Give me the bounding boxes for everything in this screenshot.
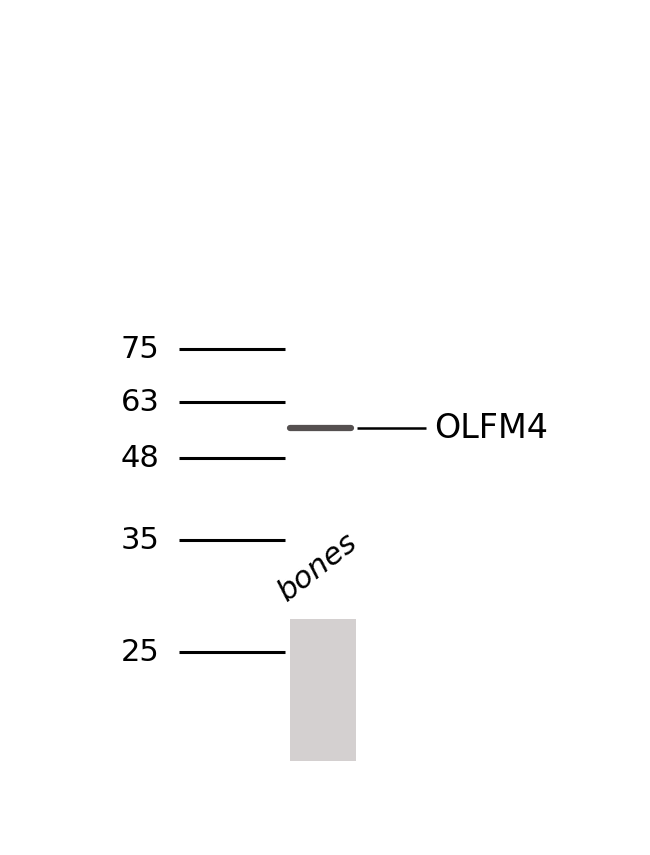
Text: 25: 25: [121, 638, 159, 667]
Bar: [291, 619, 356, 761]
Text: OLFM4: OLFM4: [434, 412, 548, 445]
Text: bones: bones: [273, 527, 363, 606]
Text: 35: 35: [120, 526, 159, 555]
Text: 63: 63: [120, 387, 159, 416]
Text: 75: 75: [121, 335, 159, 364]
Text: 48: 48: [120, 444, 159, 473]
